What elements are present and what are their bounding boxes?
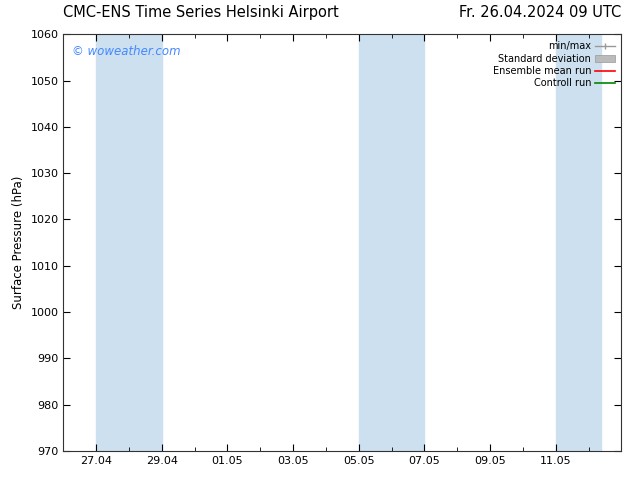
Y-axis label: Surface Pressure (hPa): Surface Pressure (hPa) (12, 176, 25, 309)
Bar (555, 34, 601, 451)
Bar (359, 34, 424, 451)
Legend: min/max, Standard deviation, Ensemble mean run, Controll run: min/max, Standard deviation, Ensemble me… (491, 39, 616, 90)
Text: CMC-ENS Time Series Helsinki Airport: CMC-ENS Time Series Helsinki Airport (63, 5, 339, 20)
Bar (96, 34, 162, 451)
Text: © woweather.com: © woweather.com (72, 45, 181, 58)
Text: Fr. 26.04.2024 09 UTC: Fr. 26.04.2024 09 UTC (459, 5, 621, 20)
